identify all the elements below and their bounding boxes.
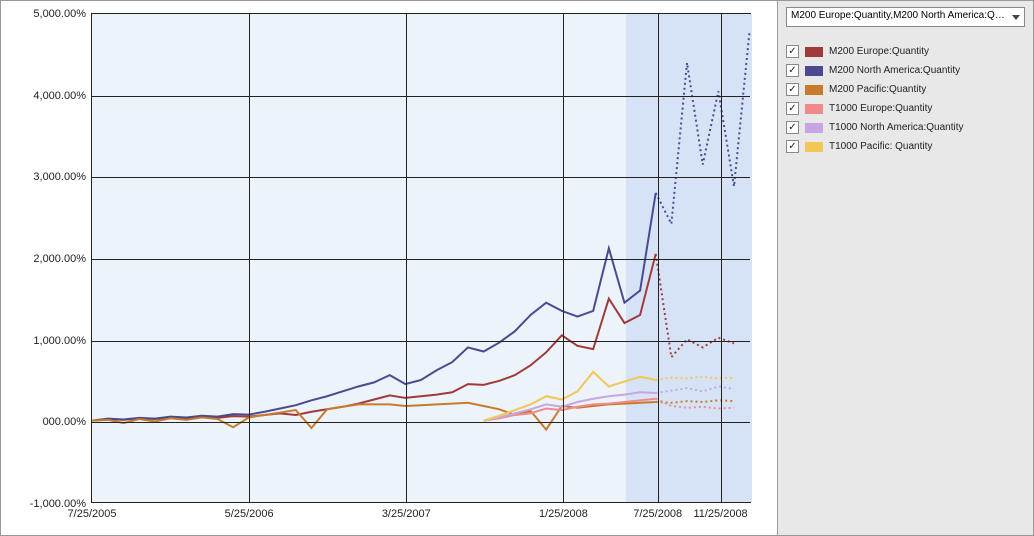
gridline-v: [563, 14, 564, 502]
legend-checkbox[interactable]: ✓: [786, 121, 799, 134]
dropdown-text: M200 Europe:Quantity,M200 North America:…: [791, 10, 1025, 21]
series-line: [656, 386, 734, 393]
legend-item-t1000-north-america: ✓ T1000 North America:Quantity: [786, 121, 1025, 134]
gridline-v: [658, 14, 659, 502]
gridline-v: [721, 14, 722, 502]
gridline-h: [92, 341, 750, 342]
legend-label: M200 Pacific:Quantity: [829, 84, 926, 95]
x-tick-label: 11/25/2008: [693, 508, 747, 520]
plot-area: -1,000.00%000.00%1,000.00%2,000.00%3,000…: [91, 13, 751, 503]
y-tick-label: 000.00%: [43, 416, 86, 428]
legend-swatch: [805, 66, 823, 76]
y-tick-label: 5,000.00%: [33, 8, 86, 20]
legend-checkbox[interactable]: ✓: [786, 64, 799, 77]
y-tick-label: 2,000.00%: [33, 253, 86, 265]
series-line: [656, 400, 734, 402]
x-tick-label: 7/25/2005: [68, 508, 117, 520]
gridline-v: [249, 14, 250, 502]
legend-label: T1000 North America:Quantity: [829, 122, 964, 133]
legend-panel: M200 Europe:Quantity,M200 North America:…: [778, 1, 1033, 535]
x-tick-label: 1/25/2008: [539, 508, 588, 520]
series-line: [656, 377, 734, 380]
series-line: [656, 30, 750, 224]
chart-lines-svg: [92, 14, 750, 502]
gridline-h: [92, 177, 750, 178]
legend-label: M200 North America:Quantity: [829, 65, 960, 76]
legend-swatch: [805, 123, 823, 133]
legend-item-m200-europe: ✓ M200 Europe:Quantity: [786, 45, 1025, 58]
gridline-h: [92, 259, 750, 260]
series-filter-dropdown[interactable]: M200 Europe:Quantity,M200 North America:…: [786, 7, 1025, 27]
series-line: [92, 402, 655, 430]
legend-label: M200 Europe:Quantity: [829, 46, 929, 57]
legend-checkbox[interactable]: ✓: [786, 140, 799, 153]
legend-swatch: [805, 47, 823, 57]
legend-label: T1000 Europe:Quantity: [829, 103, 932, 114]
legend-item-m200-pacific: ✓ M200 Pacific:Quantity: [786, 83, 1025, 96]
chart-panel: -1,000.00%000.00%1,000.00%2,000.00%3,000…: [1, 1, 778, 535]
legend-checkbox[interactable]: ✓: [786, 45, 799, 58]
legend-item-m200-north-america: ✓ M200 North America:Quantity: [786, 64, 1025, 77]
series-line: [92, 193, 655, 421]
legend-checkbox[interactable]: ✓: [786, 102, 799, 115]
x-tick-label: 3/25/2007: [382, 508, 431, 520]
y-tick-label: 3,000.00%: [33, 171, 86, 183]
series-line: [656, 254, 734, 357]
gridline-h: [92, 96, 750, 97]
legend-label: T1000 Pacific: Quantity: [829, 141, 932, 152]
x-tick-label: 7/25/2008: [633, 508, 682, 520]
legend-item-t1000-europe: ✓ T1000 Europe:Quantity: [786, 102, 1025, 115]
legend-swatch: [805, 85, 823, 95]
gridline-h: [92, 422, 750, 423]
legend-item-t1000-pacific: ✓ T1000 Pacific: Quantity: [786, 140, 1025, 153]
x-tick-label: 5/25/2006: [225, 508, 274, 520]
legend-swatch: [805, 104, 823, 114]
legend-checkbox[interactable]: ✓: [786, 83, 799, 96]
legend-list: ✓ M200 Europe:Quantity ✓ M200 North America…: [786, 45, 1025, 153]
y-tick-label: 4,000.00%: [33, 90, 86, 102]
gridline-v: [406, 14, 407, 502]
y-tick-label: 1,000.00%: [33, 335, 86, 347]
legend-swatch: [805, 142, 823, 152]
series-line: [484, 399, 656, 421]
